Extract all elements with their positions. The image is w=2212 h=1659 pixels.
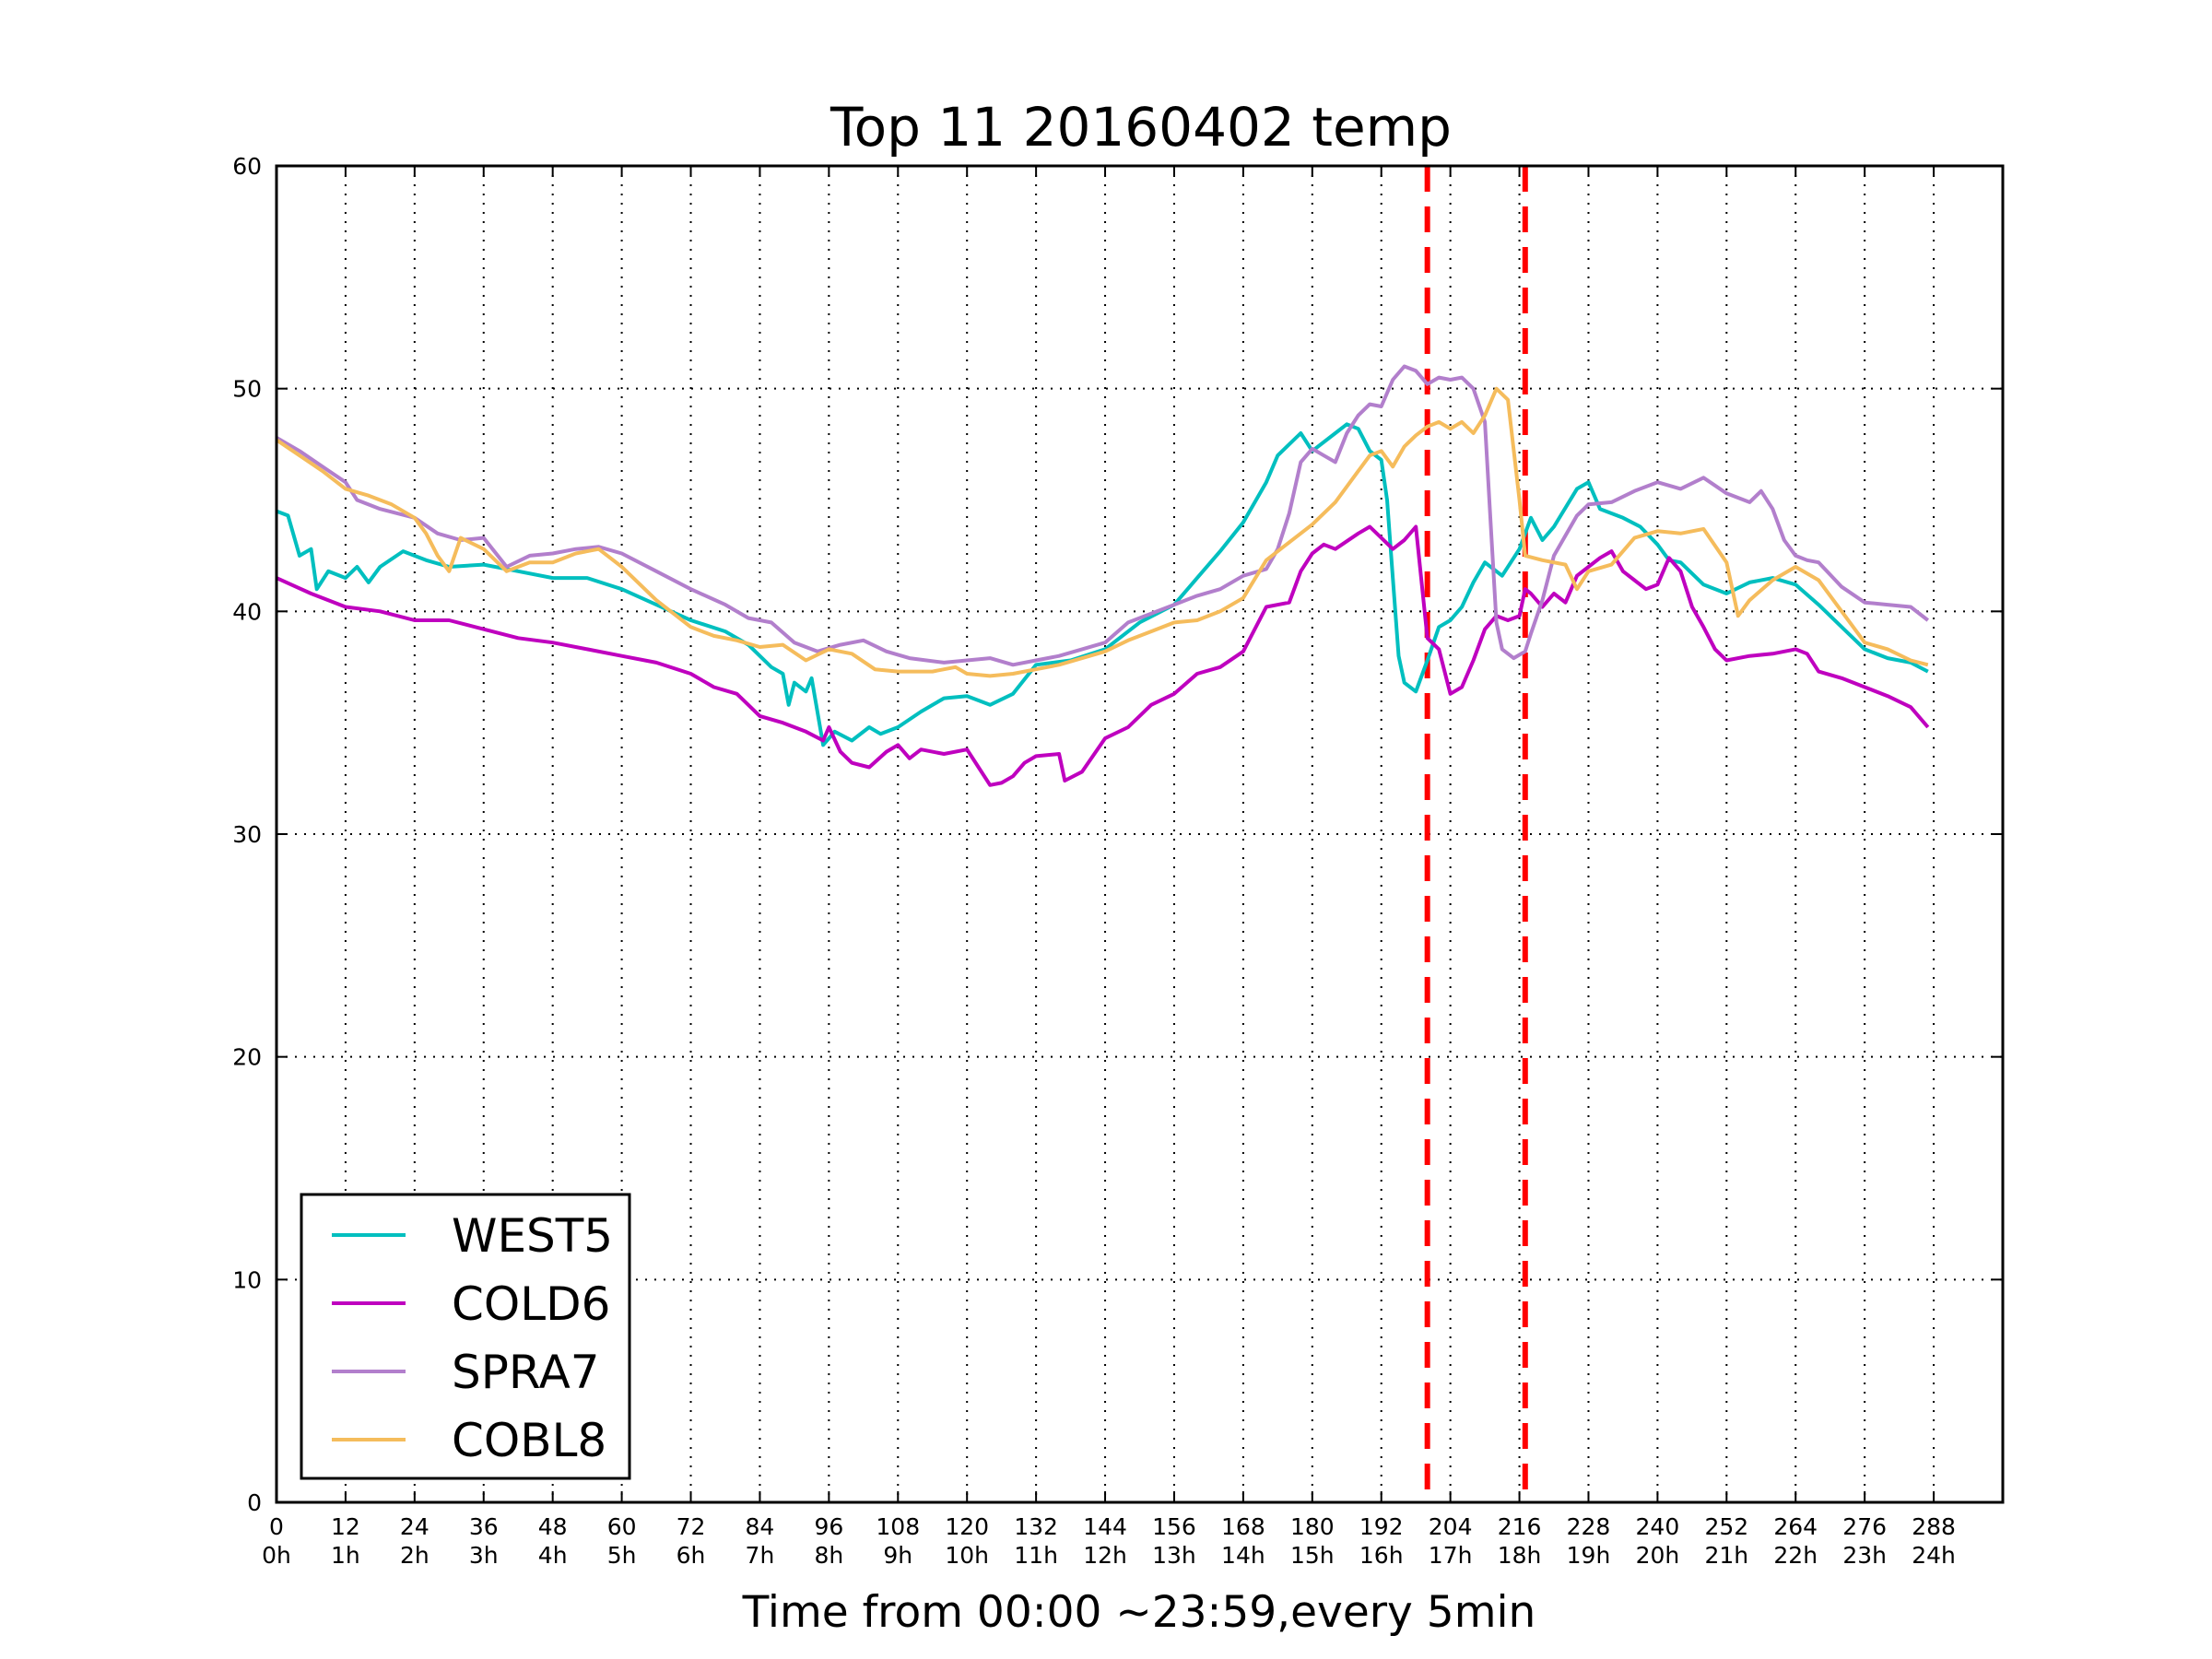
x-tick-sublabel: 11h <box>1014 1542 1058 1569</box>
x-tick-label: 132 <box>1014 1513 1058 1540</box>
series-line-cold6 <box>276 524 1930 787</box>
x-tick-sublabel: 16h <box>1359 1542 1404 1569</box>
x-tick-sublabel: 1h <box>331 1542 360 1569</box>
x-tick-label: 264 <box>1773 1513 1818 1540</box>
x-tick-sublabel: 18h <box>1498 1542 1542 1569</box>
y-tick-label: 10 <box>232 1266 262 1293</box>
x-tick-label: 144 <box>1083 1513 1127 1540</box>
x-tick-label: 60 <box>607 1513 637 1540</box>
x-tick-label: 204 <box>1429 1513 1473 1540</box>
x-tick-label: 12 <box>331 1513 360 1540</box>
x-tick-sublabel: 4h <box>538 1542 568 1569</box>
x-tick-label: 180 <box>1290 1513 1335 1540</box>
x-tick-sublabel: 24h <box>1912 1542 1956 1569</box>
x-tick-sublabel: 12h <box>1083 1542 1127 1569</box>
y-tick-label: 40 <box>232 598 262 625</box>
x-axis-label: Time from 00:00 ~23:59,every 5min <box>742 1587 1536 1638</box>
x-tick-label: 216 <box>1498 1513 1542 1540</box>
legend: WEST5 COLD6 SPRA7 COBL8 <box>300 1193 631 1480</box>
grid <box>276 166 2003 1502</box>
x-tick-sublabel: 17h <box>1429 1542 1473 1569</box>
x-tick-label: 192 <box>1359 1513 1404 1540</box>
x-tick-label: 36 <box>469 1513 499 1540</box>
x-tick-label: 0 <box>269 1513 284 1540</box>
legend-label-spra7: SPRA7 <box>452 1346 600 1399</box>
x-tick-sublabel: 15h <box>1290 1542 1335 1569</box>
x-tick-label: 96 <box>814 1513 843 1540</box>
x-tick-sublabel: 5h <box>607 1542 637 1569</box>
axis-ticks: 00h121h242h363h484h605h726h847h968h1089h… <box>232 153 2003 1569</box>
x-tick-sublabel: 6h <box>677 1542 706 1569</box>
x-tick-sublabel: 14h <box>1221 1542 1265 1569</box>
series-line-spra7 <box>275 364 1930 667</box>
series-lines <box>275 364 1930 787</box>
legend-label-cold6: COLD6 <box>452 1277 610 1331</box>
x-tick-sublabel: 7h <box>746 1542 775 1569</box>
x-tick-label: 120 <box>945 1513 989 1540</box>
y-tick-label: 0 <box>247 1489 262 1516</box>
x-tick-sublabel: 13h <box>1152 1542 1196 1569</box>
x-tick-sublabel: 19h <box>1567 1542 1611 1569</box>
x-tick-sublabel: 9h <box>883 1542 912 1569</box>
x-tick-label: 84 <box>746 1513 775 1540</box>
x-tick-sublabel: 10h <box>945 1542 989 1569</box>
marker-lines <box>1424 166 1528 1502</box>
x-tick-label: 228 <box>1567 1513 1611 1540</box>
legend-label-cobl8: COBL8 <box>452 1414 606 1467</box>
x-tick-label: 168 <box>1221 1513 1265 1540</box>
y-tick-label: 50 <box>232 376 262 403</box>
x-tick-sublabel: 22h <box>1773 1542 1818 1569</box>
series-line-west5 <box>276 422 1929 747</box>
x-tick-label: 252 <box>1704 1513 1748 1540</box>
x-tick-label: 240 <box>1636 1513 1680 1540</box>
x-tick-sublabel: 8h <box>814 1542 843 1569</box>
y-tick-label: 30 <box>232 821 262 848</box>
x-tick-sublabel: 3h <box>469 1542 499 1569</box>
x-tick-sublabel: 23h <box>1842 1542 1887 1569</box>
x-tick-sublabel: 21h <box>1704 1542 1748 1569</box>
y-tick-label: 60 <box>232 153 262 180</box>
x-tick-label: 156 <box>1152 1513 1196 1540</box>
x-tick-sublabel: 2h <box>400 1542 429 1569</box>
chart-title: Top 11 20160402 temp <box>830 96 1452 159</box>
x-tick-label: 24 <box>400 1513 429 1540</box>
x-tick-label: 48 <box>538 1513 568 1540</box>
x-tick-label: 276 <box>1842 1513 1887 1540</box>
legend-label-west5: WEST5 <box>452 1209 613 1263</box>
series-line-cobl8 <box>275 386 1929 678</box>
x-tick-label: 72 <box>677 1513 706 1540</box>
x-tick-label: 288 <box>1912 1513 1956 1540</box>
x-tick-sublabel: 0h <box>262 1542 291 1569</box>
y-tick-label: 20 <box>232 1044 262 1071</box>
x-tick-sublabel: 20h <box>1636 1542 1680 1569</box>
x-tick-label: 108 <box>876 1513 920 1540</box>
legend-box <box>300 1193 631 1480</box>
